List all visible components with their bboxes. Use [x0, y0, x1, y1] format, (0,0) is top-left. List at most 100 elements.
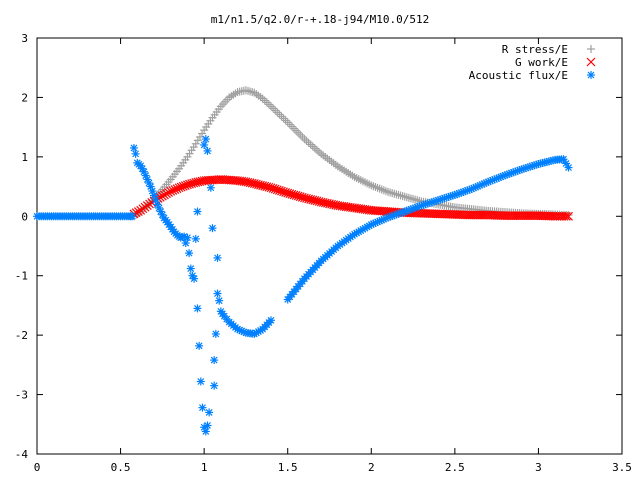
data-point-interp [289, 124, 298, 133]
data-point-interp [469, 210, 479, 220]
data-point-interp [498, 211, 508, 221]
data-point-interp [559, 211, 569, 221]
data-point-interp [277, 112, 286, 121]
data-point [300, 135, 309, 144]
data-point [564, 163, 573, 172]
axis-ticks: 0 0.5 1 1.5 2 2.5 3 3.5 3 2 1 0 -1 -2 -3 -4 [15, 32, 632, 474]
plot-frame [36, 37, 623, 455]
data-point [185, 249, 194, 258]
data-point [128, 212, 137, 221]
y-tick-label: 0 [21, 210, 28, 223]
x-tick-label: 1 [201, 461, 208, 474]
data-point-interp [292, 126, 301, 135]
data-point-interp [298, 132, 307, 141]
data-point-interp [504, 211, 514, 221]
data-point-interp [519, 211, 529, 221]
y-tick-label: -1 [15, 270, 28, 283]
legend-label: Acoustic flux/E [469, 69, 568, 82]
series-layer [33, 86, 573, 436]
data-point-interp [198, 129, 207, 138]
data-point [203, 421, 212, 430]
data-point-interp [511, 211, 520, 221]
data-point-interp [304, 138, 313, 147]
legend-marker [586, 57, 596, 67]
x-tick-label: 3 [535, 461, 542, 474]
data-point-interp [160, 190, 169, 200]
data-point-interp [555, 211, 565, 221]
data-point-interp [523, 211, 533, 221]
series-0 [129, 86, 573, 221]
data-point-interp [162, 189, 171, 199]
data-point-interp [269, 104, 278, 113]
data-point-interp [273, 108, 282, 117]
data-point-interp [275, 110, 284, 119]
legend-marker [587, 45, 595, 53]
chart-title: m1/n1.5/q2.0/r-+.18-j94/M10.0/512 [211, 13, 430, 26]
data-point [208, 224, 217, 233]
legend-label: G work/E [515, 56, 568, 69]
data-point-interp [302, 136, 311, 145]
data-point [129, 143, 138, 152]
data-point [215, 296, 224, 305]
data-point-interp [271, 106, 280, 115]
data-point-interp [475, 210, 485, 220]
data-point-interp [561, 211, 571, 221]
data-point-interp [521, 211, 531, 221]
data-point [550, 211, 560, 221]
data-point [205, 408, 214, 417]
data-point-interp [264, 100, 273, 109]
data-point-interp [281, 116, 290, 125]
data-point-interp [557, 211, 567, 221]
data-point-interp [471, 210, 481, 220]
data-point [467, 210, 476, 220]
data-point [131, 149, 140, 158]
data-point [181, 239, 190, 248]
data-point [564, 211, 573, 221]
data-point-interp [515, 211, 525, 221]
data-point-interp [306, 140, 315, 149]
data-point-interp [133, 207, 143, 216]
data-point-interp [279, 114, 288, 123]
data-point-interp [315, 148, 324, 157]
data-point-interp [285, 120, 294, 129]
data-point [196, 377, 205, 386]
data-point [500, 211, 510, 221]
data-point-interp [513, 211, 522, 221]
data-point-interp [158, 210, 167, 219]
y-tick-label: 3 [21, 32, 28, 45]
x-tick-label: 2.5 [445, 461, 465, 474]
y-tick-label: 1 [21, 151, 28, 164]
data-point [188, 271, 197, 280]
data-point [267, 316, 275, 325]
x-tick-label: 3.5 [612, 461, 632, 474]
data-point-interp [546, 211, 556, 221]
data-point [157, 191, 167, 201]
data-point [198, 403, 207, 412]
series-1 [129, 175, 573, 221]
data-point [191, 234, 200, 243]
data-point-interp [506, 211, 516, 221]
data-point-interp [479, 210, 489, 220]
data-point [213, 289, 222, 298]
data-point-interp [508, 211, 518, 221]
data-point [195, 341, 204, 350]
data-point [186, 264, 195, 273]
data-point-interp [312, 146, 321, 155]
data-point-interp [310, 144, 319, 153]
data-point [210, 381, 219, 390]
data-point-interp [548, 211, 558, 221]
y-tick-label: 2 [21, 91, 28, 104]
legend-marker [587, 71, 595, 79]
data-point-interp [262, 98, 271, 107]
x-tick-label: 2 [368, 461, 375, 474]
data-point [201, 135, 210, 144]
y-tick-label: -2 [15, 329, 28, 342]
data-point [517, 211, 527, 221]
data-point-interp [164, 188, 174, 197]
data-point [211, 329, 220, 338]
data-point [267, 102, 275, 111]
data-point [210, 356, 219, 365]
data-point-interp [308, 142, 317, 151]
